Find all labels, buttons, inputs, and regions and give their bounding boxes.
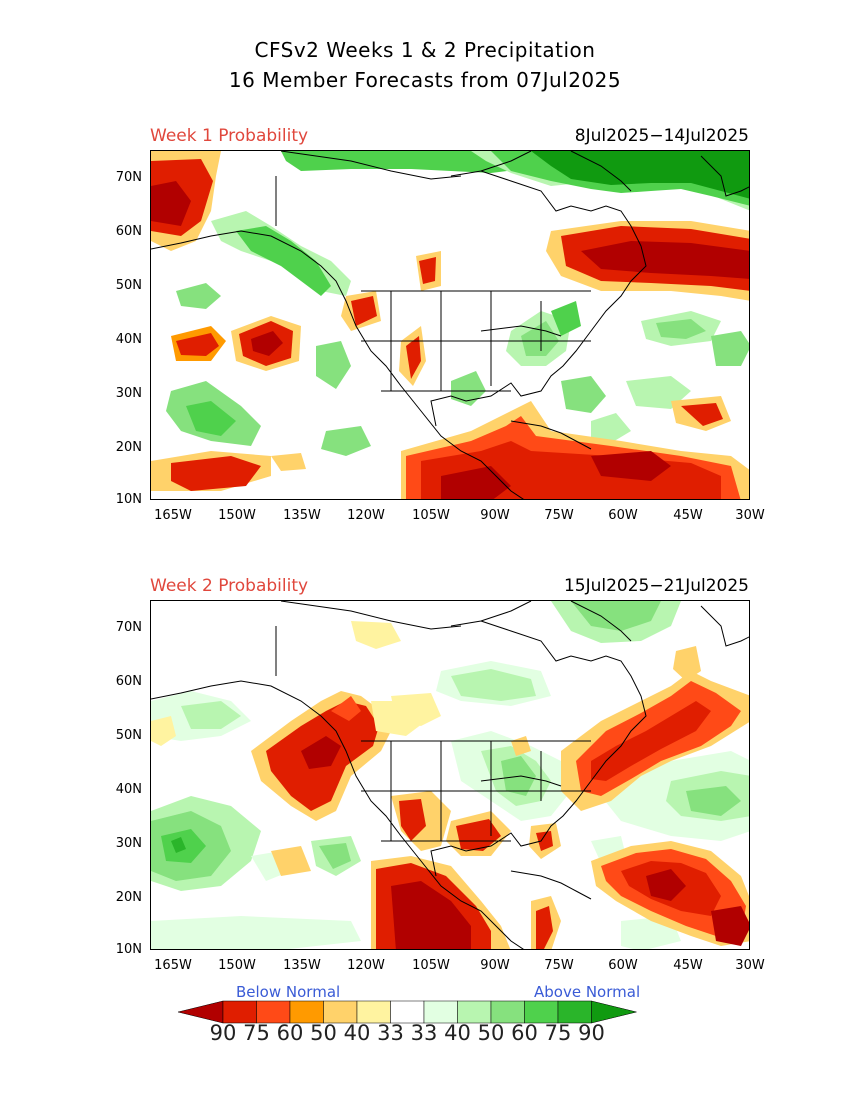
week2-below-normal-areas <box>151 621 749 949</box>
week1-lon-tick: 45W <box>673 508 703 523</box>
legend-value: 33 <box>377 1021 404 1045</box>
week1-lon-tick: 150W <box>218 508 256 523</box>
week2-lat-tick: 50N <box>115 728 142 743</box>
week1-lat-tick: 40N <box>115 332 142 347</box>
week2-lon-tick: 105W <box>412 958 450 973</box>
week1-map-svg <box>151 151 749 499</box>
week2-map-svg <box>151 601 749 949</box>
week1-lon-tick: 30W <box>735 508 765 523</box>
legend-swatch <box>356 1000 391 1024</box>
legend-value: 60 <box>511 1021 538 1045</box>
legend-value: 40 <box>444 1021 471 1045</box>
legend-swatch <box>177 1000 224 1024</box>
above-normal-label: Above Normal <box>534 983 641 1001</box>
legend-value: 90 <box>209 1021 237 1045</box>
legend-colorbar <box>177 1000 637 1024</box>
week1-above-normal-areas <box>166 151 749 456</box>
legend-swatch <box>591 1000 637 1024</box>
legend-swatch <box>490 1000 525 1024</box>
week2-borders <box>275 626 591 842</box>
legend-value: 90 <box>578 1021 605 1045</box>
week1-below-normal-areas <box>151 151 749 499</box>
week2-lon-tick: 60W <box>608 958 638 973</box>
legend-value: 40 <box>343 1021 371 1045</box>
week1-probability-label: Week 1 Probability <box>150 126 309 146</box>
week2-lon-tick: 45W <box>673 958 703 973</box>
legend-swatch <box>289 1000 324 1024</box>
week1-lon-tick: 90W <box>480 508 510 523</box>
legend-value: 75 <box>243 1021 270 1045</box>
legend-swatch <box>390 1000 425 1024</box>
week2-lon-tick: 135W <box>283 958 321 973</box>
week1-map <box>150 150 750 500</box>
week1-lat-tick: 20N <box>115 440 142 455</box>
legend-swatch <box>423 1000 458 1024</box>
week2-lon-tick: 75W <box>544 958 574 973</box>
week1-lon-tick: 105W <box>412 508 450 523</box>
week1-lat-tick: 60N <box>115 224 142 239</box>
week1-lon-tick: 60W <box>608 508 638 523</box>
week2-lat-tick: 10N <box>115 942 142 957</box>
legend-swatch <box>222 1000 257 1024</box>
week2-lon-tick: 165W <box>154 958 192 973</box>
legend-value: 33 <box>410 1021 438 1045</box>
week2-lat-tick: 20N <box>115 890 142 905</box>
week2-lon-tick: 30W <box>735 958 765 973</box>
week2-lat-tick: 40N <box>115 782 142 797</box>
legend-swatch <box>557 1000 592 1024</box>
week1-lon-tick: 120W <box>347 508 385 523</box>
week2-lon-tick: 90W <box>480 958 510 973</box>
title-line-1: CFSv2 Weeks 1 & 2 Precipitation <box>254 38 596 62</box>
legend-swatch <box>323 1000 358 1024</box>
week1-borders <box>275 176 591 392</box>
below-normal-label: Below Normal <box>236 983 341 1001</box>
week1-lon-tick: 135W <box>283 508 321 523</box>
week2-lat-tick: 30N <box>115 836 142 851</box>
legend-value: 75 <box>544 1021 572 1045</box>
legend-value: 50 <box>310 1021 337 1045</box>
week2-coastlines <box>151 601 749 949</box>
week2-lon-tick: 150W <box>218 958 256 973</box>
week1-date-range: 8Jul2025−14Jul2025 <box>574 126 749 146</box>
week2-map <box>150 600 750 950</box>
legend-value: 60 <box>276 1021 304 1045</box>
week2-lon-tick: 120W <box>347 958 385 973</box>
week1-coastlines <box>151 151 749 499</box>
week1-lat-tick: 30N <box>115 386 142 401</box>
week1-lon-tick: 165W <box>154 508 192 523</box>
week1-lat-tick: 10N <box>115 492 142 507</box>
legend-value: 50 <box>477 1021 505 1045</box>
week1-lat-tick: 50N <box>115 278 142 293</box>
title-line-2: 16 Member Forecasts from 07Jul2025 <box>228 68 622 92</box>
week1-lat-tick: 70N <box>115 170 142 185</box>
week2-date-range: 15Jul2025−21Jul2025 <box>563 576 749 596</box>
week1-lon-tick: 75W <box>544 508 574 523</box>
legend-swatch <box>457 1000 492 1024</box>
week2-probability-label: Week 2 Probability <box>150 576 309 596</box>
legend-swatch <box>256 1000 291 1024</box>
week2-lat-tick: 70N <box>115 620 142 635</box>
week2-lat-tick: 60N <box>115 674 142 689</box>
legend-swatch <box>524 1000 559 1024</box>
